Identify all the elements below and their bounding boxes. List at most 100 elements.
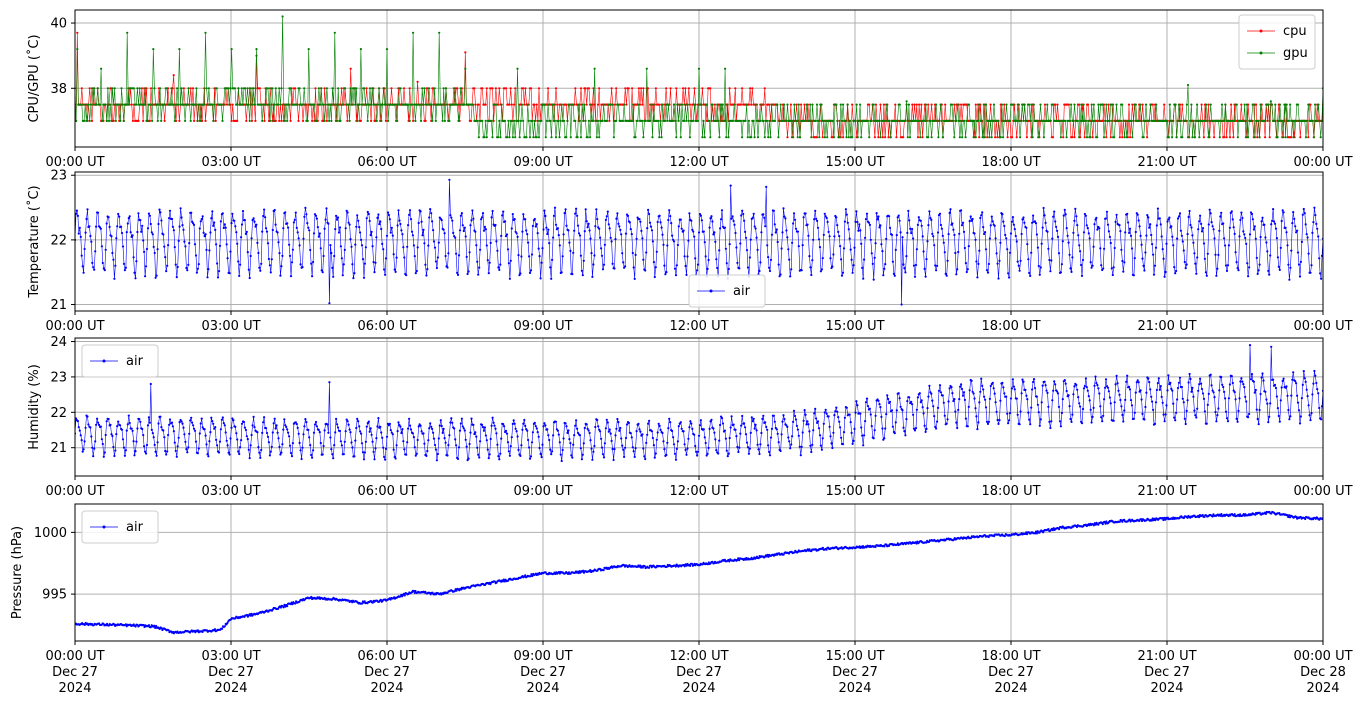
series-point-0-1-989 — [1196, 103, 1199, 106]
series-point-1-0-310 — [371, 245, 374, 248]
series-point-0-1-136 — [228, 103, 231, 106]
series-point-1-0-466 — [521, 230, 524, 233]
series-point-1-0-713 — [758, 269, 761, 273]
x-tick-label-0-6: 18:00 UT — [981, 155, 1040, 170]
series-point-2-0-82 — [152, 436, 155, 439]
series-point-2-0-596 — [646, 433, 649, 436]
series-point-0-1-211 — [313, 103, 316, 106]
series-point-1-0-1077 — [1107, 230, 1110, 233]
series-point-1-0-872 — [911, 227, 914, 231]
series-point-0-1-786 — [965, 119, 968, 122]
series-point-0-1-362 — [484, 119, 487, 122]
series-point-2-0-597 — [647, 422, 650, 425]
series-point-2-0-1106 — [1135, 381, 1138, 384]
series-point-2-0-896 — [934, 425, 937, 428]
series-point-0-0-499 — [640, 87, 643, 90]
series-point-0-1-802 — [983, 136, 987, 139]
series-point-1-0-1052 — [1083, 212, 1086, 216]
series-point-1-0-905 — [942, 241, 945, 244]
series-point-2-0-301 — [362, 458, 366, 461]
series-point-1-0-1274 — [1296, 251, 1300, 254]
series-point-1-0-411 — [468, 251, 471, 254]
series-point-2-0-490 — [544, 424, 547, 427]
series-point-2-0-1219 — [1244, 395, 1247, 398]
series-point-1-0-1246 — [1270, 223, 1273, 226]
series-point-2-0-282 — [344, 430, 347, 433]
series-point-2-0-1105 — [1134, 391, 1137, 394]
series-point-0-1-454 — [589, 136, 592, 139]
series-point-1-0-865 — [904, 271, 907, 274]
series-point-1-0-423 — [480, 218, 483, 221]
series-point-1-0-377 — [435, 266, 438, 270]
series-point-0-1-940 — [1140, 119, 1143, 122]
series-point-2-0-689 — [735, 435, 738, 438]
series-point-1-0-910 — [947, 233, 950, 236]
series-point-2-0-691 — [737, 450, 740, 454]
series-point-2-0-1287 — [1309, 419, 1312, 422]
series-point-2-0-183 — [249, 444, 252, 447]
series-point-0-1-1031 — [1243, 103, 1246, 106]
series-point-2-0-941 — [977, 421, 980, 424]
series-point-0-1-884 — [1076, 119, 1079, 122]
series-point-1-0-215 — [280, 265, 283, 268]
series-point-1-0-246 — [310, 262, 313, 265]
series-point-0-1-326 — [443, 119, 446, 122]
series-point-1-0-997 — [1031, 221, 1034, 224]
series-point-1-0-1034 — [1066, 234, 1069, 237]
series-point-1-0-1037 — [1069, 267, 1072, 270]
series-point-1-0-392 — [450, 216, 453, 219]
series-point-1-0-1205 — [1230, 210, 1233, 213]
series-point-1-0-1011 — [1044, 221, 1047, 224]
series-point-1-0-407 — [464, 235, 467, 238]
series-point-1-0-1268 — [1291, 222, 1294, 225]
series-point-2-0-1183 — [1209, 373, 1212, 376]
series-point-1-0-671 — [718, 249, 721, 252]
series-point-1-0-867 — [906, 231, 909, 234]
series-point-1-0-1298 — [1320, 277, 1323, 280]
series-point-1-0-21 — [94, 250, 97, 253]
series-point-0-1-381 — [506, 136, 509, 139]
series-point-2-0-64 — [135, 440, 138, 443]
series-point-2-0-1036 — [1068, 405, 1071, 408]
series-point-1-0-1067 — [1098, 227, 1101, 230]
series-point-1-0-225 — [289, 275, 293, 278]
series-point-1-0-828 — [868, 223, 872, 226]
series-point-0-1-35 — [113, 87, 116, 90]
series-point-1-0-1039 — [1071, 256, 1074, 259]
series-point-1-0-397 — [455, 252, 458, 255]
series-point-1-0-240 — [304, 206, 307, 209]
series-point-0-1-504 — [645, 67, 648, 70]
series-point-2-0-1236 — [1260, 376, 1263, 379]
series-point-0-0-594 — [747, 103, 751, 106]
series-point-1-0-677 — [723, 226, 727, 229]
series-point-2-0-148 — [216, 444, 219, 447]
series-point-0-1-778 — [956, 103, 959, 106]
series-point-1-0-1214 — [1239, 218, 1242, 222]
series-point-1-0-849 — [888, 226, 892, 229]
series-point-2-0-276 — [338, 429, 342, 433]
series-point-2-0-322 — [383, 455, 386, 458]
series-point-1-0-690 — [736, 261, 739, 264]
series-point-2-0-787 — [829, 435, 832, 438]
series-point-0-1-339 — [458, 103, 461, 106]
series-point-0-1-73 — [156, 119, 159, 122]
series-point-1-0-1060 — [1091, 264, 1094, 267]
series-point-2-0-1292 — [1314, 374, 1317, 377]
series-point-0-1-806 — [988, 136, 991, 139]
series-point-0-1-323 — [440, 103, 443, 106]
series-point-0-1-31 — [109, 103, 112, 106]
x-tick-label-1-4: 12:00 UT — [669, 319, 728, 334]
series-point-0-1-527 — [671, 119, 675, 122]
series-point-2-0-753 — [796, 428, 800, 431]
series-point-2-0-1211 — [1236, 420, 1239, 423]
series-point-1-0-962 — [997, 277, 1000, 280]
series-point-1-0-687 — [733, 223, 736, 226]
series-point-2-0-1062 — [1093, 384, 1096, 387]
series-point-1-0-114 — [183, 240, 186, 243]
series-point-2-0-484 — [538, 446, 541, 450]
series-point-2-0-354 — [413, 446, 416, 449]
series-point-1-0-1201 — [1226, 264, 1230, 267]
series-point-2-0-271 — [334, 431, 337, 434]
series-point-0-0-477 — [615, 87, 618, 90]
series-point-1-0-776 — [818, 246, 822, 249]
